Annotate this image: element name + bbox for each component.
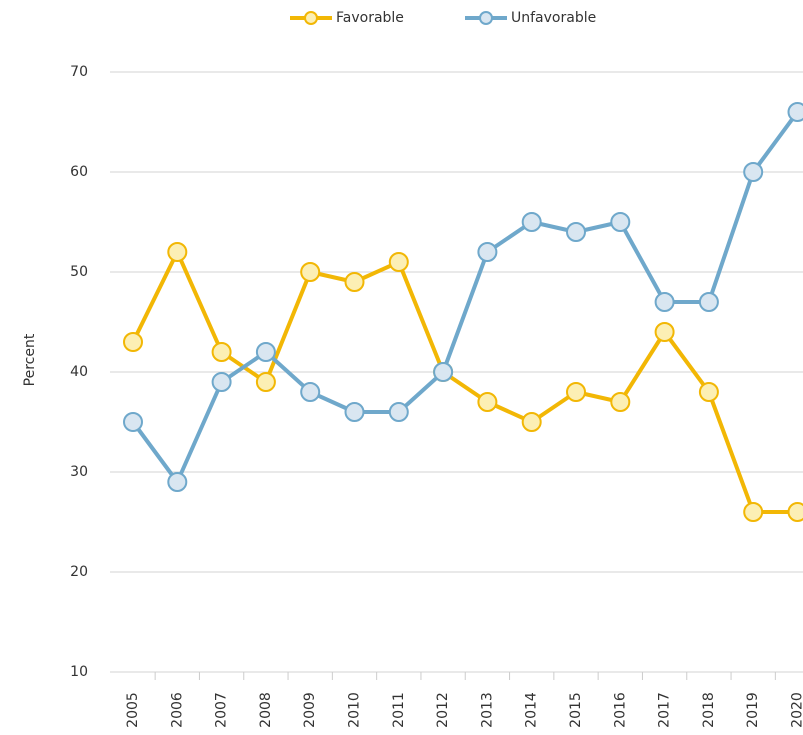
point — [123, 412, 143, 432]
point — [255, 342, 276, 362]
y-tick-label: 40 — [70, 364, 88, 380]
legend-label: Unfavorable — [511, 10, 596, 26]
point — [654, 292, 675, 312]
y-tick-label: 30 — [70, 464, 88, 480]
point — [344, 402, 365, 422]
point — [610, 392, 631, 412]
point — [566, 382, 586, 402]
y-tick-label: 60 — [70, 164, 88, 180]
point — [433, 362, 454, 382]
point — [610, 212, 631, 232]
x-tick-label: 2007 — [214, 692, 230, 728]
point — [477, 242, 498, 262]
point — [654, 322, 675, 342]
x-tick-label: 2012 — [435, 692, 451, 728]
point — [300, 262, 321, 282]
series-line — [131, 250, 798, 514]
x-tick-label: 2006 — [169, 692, 185, 728]
point — [787, 502, 803, 522]
point — [255, 372, 276, 392]
point — [300, 382, 321, 402]
point — [521, 212, 542, 232]
legend-label: Favorable — [336, 10, 404, 26]
y-tick-label: 20 — [70, 564, 88, 580]
point — [787, 102, 803, 122]
point — [698, 292, 719, 312]
y-tick-label: 70 — [70, 64, 88, 80]
x-tick-label: 2011 — [391, 692, 407, 728]
x-tick-label: 2020 — [790, 692, 803, 728]
point — [521, 412, 542, 432]
point — [743, 162, 764, 182]
point — [211, 342, 232, 362]
point — [477, 392, 498, 412]
point — [566, 222, 586, 242]
x-tick-label: 2014 — [524, 692, 540, 728]
point — [743, 502, 764, 522]
x-tick-label: 2019 — [745, 692, 761, 728]
x-tick-label: 2005 — [125, 692, 141, 728]
y-tick-label: 10 — [70, 664, 88, 680]
x-tick-label: 2010 — [347, 692, 363, 728]
x-tick-label: 2016 — [612, 692, 628, 728]
point — [388, 252, 409, 272]
point — [388, 402, 409, 422]
x-tick-label: 2018 — [701, 692, 717, 728]
point — [167, 472, 188, 492]
legend-marker — [479, 11, 493, 25]
y-axis-label: Percent — [22, 333, 38, 386]
point — [698, 382, 719, 402]
x-tick-label: 2009 — [302, 692, 318, 728]
x-tick-label: 2015 — [568, 692, 584, 728]
point — [123, 332, 143, 352]
series-line — [131, 110, 800, 484]
y-tick-label: 50 — [70, 264, 88, 280]
point — [211, 372, 232, 392]
point — [167, 242, 188, 262]
x-tick-label: 2013 — [479, 692, 495, 728]
point — [344, 272, 365, 292]
x-tick-label: 2017 — [657, 692, 673, 728]
legend-marker — [304, 11, 318, 25]
x-tick-label: 2008 — [258, 692, 274, 728]
